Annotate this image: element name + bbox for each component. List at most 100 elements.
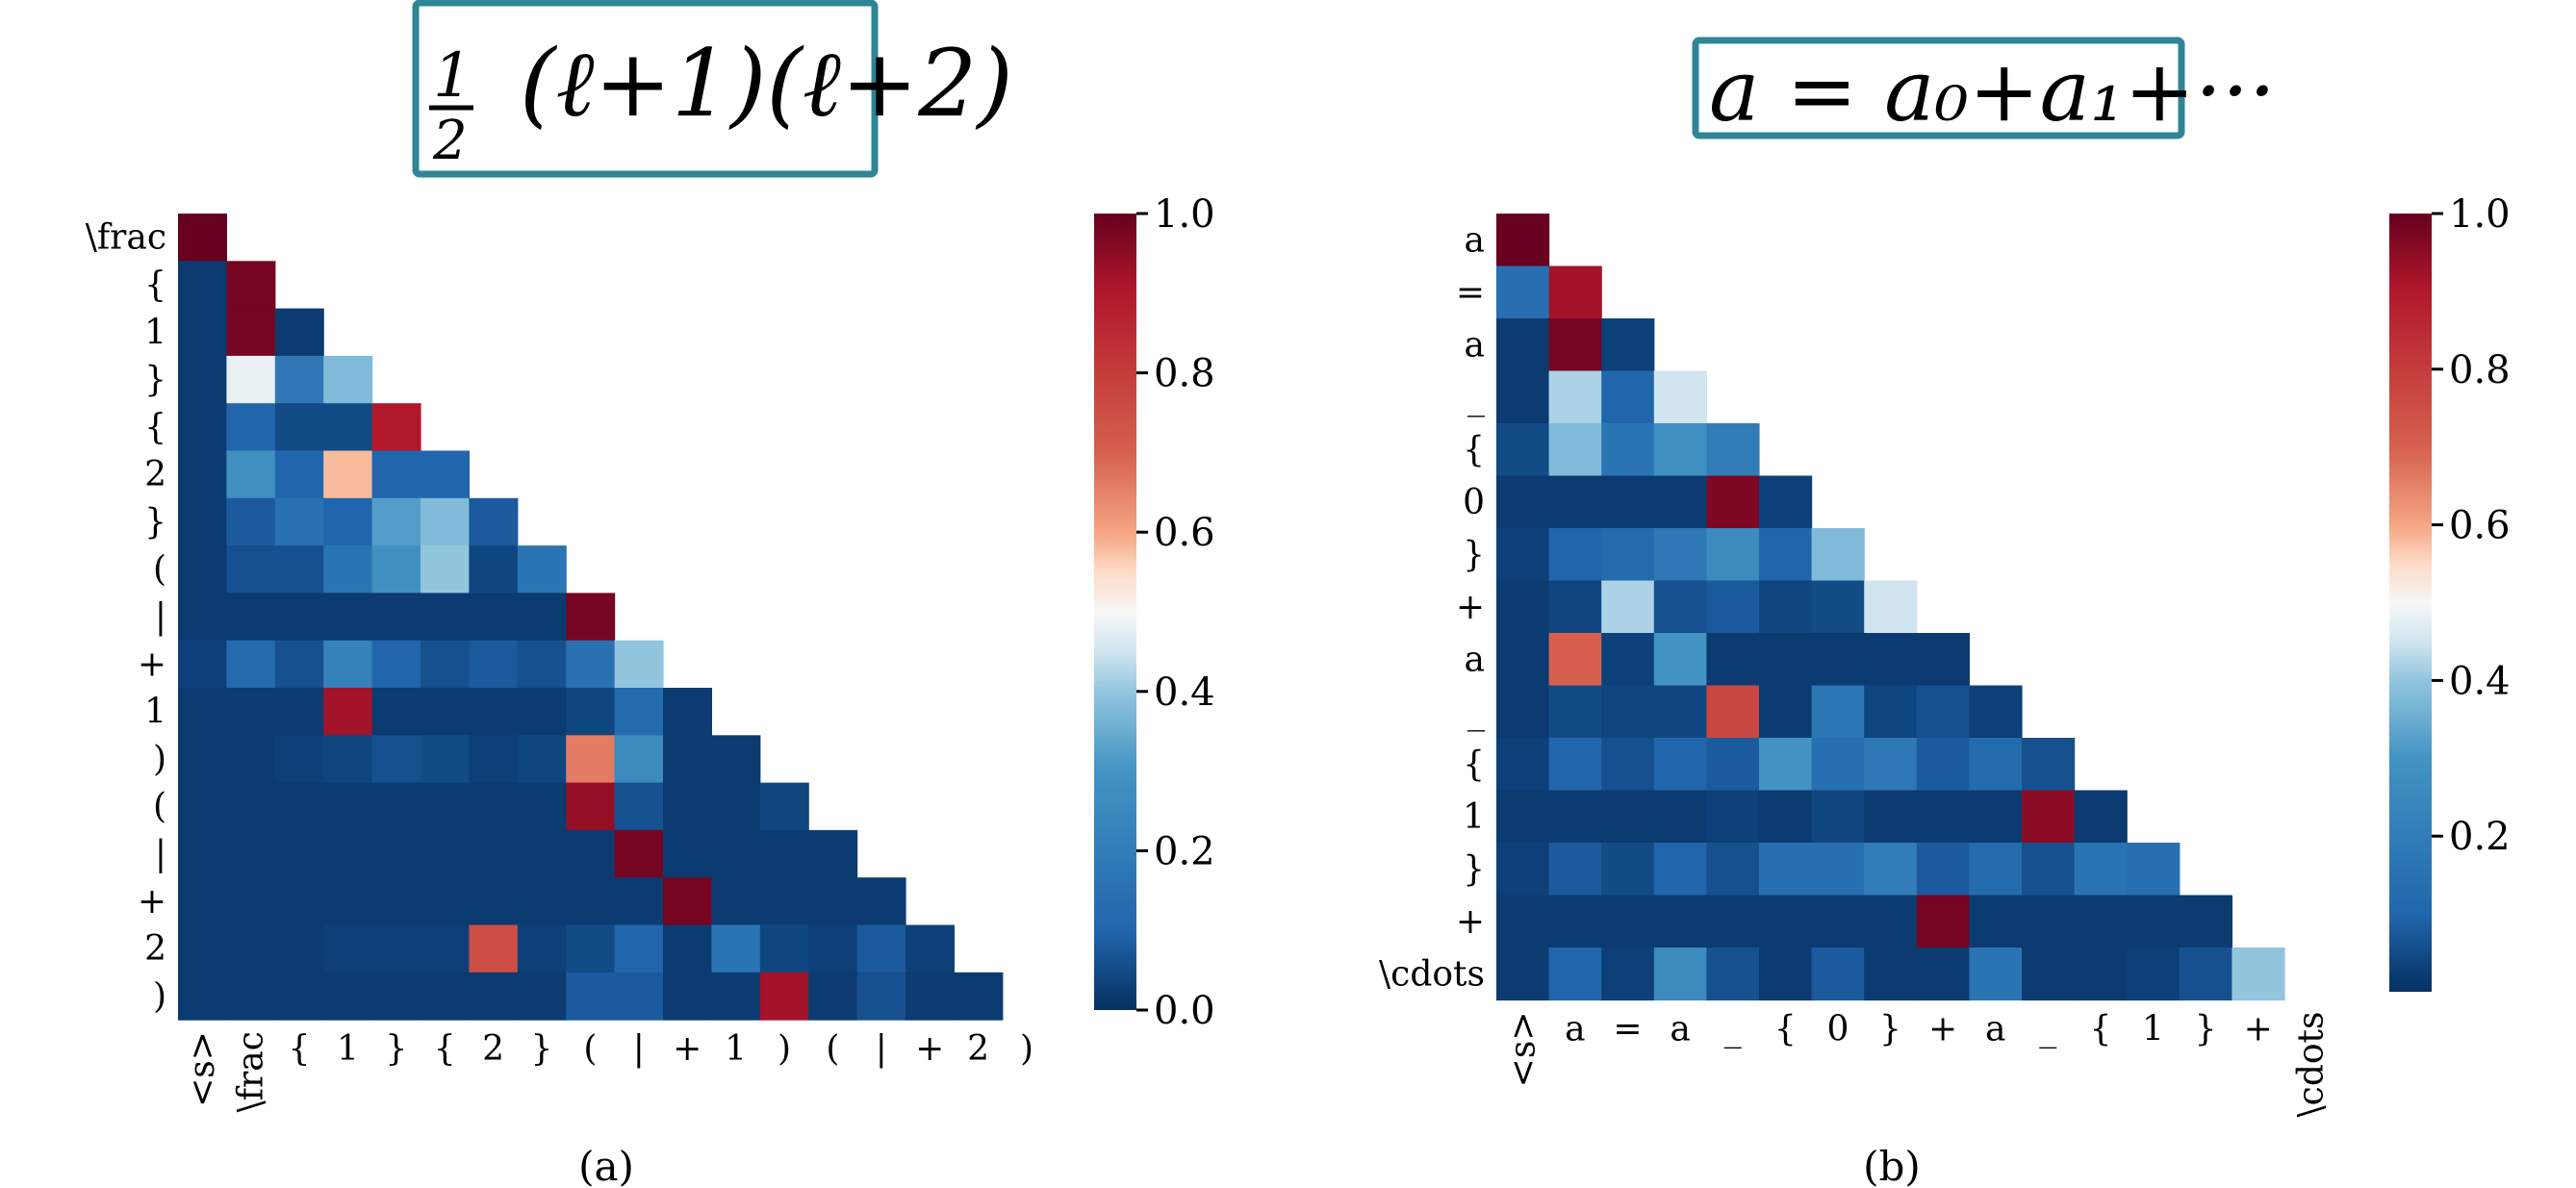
heatmap-a-cell-r11-c4 xyxy=(371,735,421,784)
heatmap-a-cell-r11-c6 xyxy=(469,735,519,784)
heatmap-b-cell-r0-c0 xyxy=(1496,214,1550,267)
heatmap-b: a = a _ {0} + a _ {1} + \cdots <s> a = a _ {0} + a _ {1} + \cd… xyxy=(1379,214,2331,1117)
heatmap-a-cell-r10-c4 xyxy=(371,688,421,736)
heatmap-a-cell-r11-c8 xyxy=(566,735,616,784)
heatmap-b-cell-r11-c1 xyxy=(1548,790,1602,844)
heatmap-b-cell-r12-c1 xyxy=(1548,843,1602,897)
heatmap-a-cell-r12-c11 xyxy=(711,782,761,831)
heatmap-a-cell-r2-c2 xyxy=(274,308,324,357)
colorbar-b-gradient xyxy=(2389,214,2432,992)
heatmap-b-cell-r14-c9 xyxy=(1969,948,2023,1001)
heatmap-a-row-label: ( xyxy=(153,787,166,826)
heatmap-a-cell-r16-c11 xyxy=(711,972,761,1021)
heatmap-b-cell-r7-c6 xyxy=(1811,580,1865,634)
heatmap-a-col-label: 1 xyxy=(725,1029,747,1069)
heatmap-b-row-label: } xyxy=(1463,535,1485,574)
heatmap-a-cell-r14-c14 xyxy=(856,877,906,926)
heatmap-a-cell-r14-c6 xyxy=(469,877,519,926)
heatmap-a-cell-r7-c5 xyxy=(421,545,470,594)
heatmap-b-cell-r14-c4 xyxy=(1706,948,1760,1001)
heatmap-a-cell-r5-c2 xyxy=(274,450,324,499)
heatmap-b-row-label: _ xyxy=(1467,378,1485,417)
heatmap-b-cell-r12-c5 xyxy=(1759,843,1813,897)
heatmap-b-cell-r14-c10 xyxy=(2022,948,2076,1001)
heatmap-a-cell-r0-c0 xyxy=(178,214,227,262)
heatmap-a-cell-r11-c1 xyxy=(226,735,276,784)
heatmap-b-cell-r13-c3 xyxy=(1653,895,1707,948)
heatmap-a-cell-r3-c2 xyxy=(274,355,324,404)
heatmap-b-cell-r5-c1 xyxy=(1548,475,1602,529)
heatmap-a-cell-r15-c13 xyxy=(808,924,858,973)
heatmap-a-cell-r15-c14 xyxy=(856,924,906,973)
heatmap-b-cell-r11-c6 xyxy=(1811,790,1865,844)
heatmap-b-cell-r12-c6 xyxy=(1811,843,1865,897)
heatmap-a-cell-r16-c3 xyxy=(323,972,373,1021)
heatmap-a-row-label: } xyxy=(144,502,166,542)
heatmap-b-row-label: { xyxy=(1463,430,1485,469)
heatmap-b-cell-r14-c3 xyxy=(1653,948,1707,1001)
heatmap-b-cell-r11-c3 xyxy=(1653,790,1707,844)
handwriting-fraction-denominator: 2 xyxy=(432,110,468,172)
heatmap-a-cell-r12-c4 xyxy=(371,782,421,831)
heatmap-a-cell-r8-c7 xyxy=(517,593,567,642)
heatmap-b-cell-r3-c1 xyxy=(1548,370,1602,424)
heatmap-b-cell-r10-c1 xyxy=(1548,738,1602,792)
heatmap-a-cell-r9-c3 xyxy=(323,640,373,689)
heatmap-b-cell-r6-c4 xyxy=(1706,528,1760,582)
heatmap-b-cell-r7-c0 xyxy=(1496,580,1550,634)
heatmap-a-col-label: + xyxy=(915,1029,944,1069)
heatmap-b-cell-r14-c8 xyxy=(1916,948,1970,1001)
heatmap-a-cell-r6-c4 xyxy=(371,497,421,546)
heatmap-b-cell-r12-c8 xyxy=(1916,843,1970,897)
heatmap-a-row-label: + xyxy=(138,882,166,922)
heatmap-a-cell-r13-c9 xyxy=(614,829,664,878)
heatmap-a-cell-r11-c9 xyxy=(614,735,664,784)
heatmap-a-cell-r7-c1 xyxy=(226,545,276,594)
heatmap-a-cell-r10-c3 xyxy=(323,688,373,736)
heatmap-b-cell-r13-c12 xyxy=(2127,895,2181,948)
heatmap-a-cell-r10-c7 xyxy=(517,688,567,736)
heatmap-b-row-label: a xyxy=(1465,325,1485,365)
heatmap-b-cell-r12-c2 xyxy=(1601,843,1655,897)
heatmap-b-cell-r11-c7 xyxy=(1864,790,1918,844)
heatmap-a-cell-r5-c4 xyxy=(371,450,421,499)
heatmap-a-cell-r13-c5 xyxy=(421,829,470,878)
colorbar-a-tick-label: 0.4 xyxy=(1154,670,1215,715)
heatmap-b-cell-r8-c7 xyxy=(1864,633,1918,687)
heatmap-a-cell-r14-c2 xyxy=(274,877,324,926)
handwriting-expression-a: (ℓ+1)(ℓ+2) xyxy=(520,30,1013,138)
heatmap-b-cell-r4-c1 xyxy=(1548,423,1602,477)
heatmap-a-cell-r13-c2 xyxy=(274,829,324,878)
heatmap-a-cell-r15-c2 xyxy=(274,924,324,973)
heatmap-b-cell-r7-c4 xyxy=(1706,580,1760,634)
heatmap-a-col-label: 2 xyxy=(967,1029,989,1069)
heatmap-a-cell-r7-c7 xyxy=(517,545,567,594)
heatmap-b-cell-r9-c5 xyxy=(1759,685,1813,739)
heatmap-a-cell-r1-c1 xyxy=(226,261,276,310)
heatmap-b-row-label: + xyxy=(1456,588,1485,627)
heatmap-a-cell-r15-c3 xyxy=(323,924,373,973)
heatmap-b-cell-r8-c5 xyxy=(1759,633,1813,687)
heatmap-a-cell-r13-c10 xyxy=(663,829,712,878)
heatmap-b-cell-r6-c6 xyxy=(1811,528,1865,582)
heatmap-a-cell-r15-c15 xyxy=(905,924,955,973)
heatmap-a-cell-r15-c0 xyxy=(178,924,227,973)
heatmap-a-cell-r11-c0 xyxy=(178,735,227,784)
heatmap-a-cell-r3-c1 xyxy=(226,355,276,404)
heatmap-a-cell-r16-c8 xyxy=(566,972,616,1021)
heatmap-b-cell-r12-c12 xyxy=(2127,843,2181,897)
heatmap-a-cell-r15-c8 xyxy=(566,924,616,973)
colorbar-a: 0.0 0.2 0.4 0.6 0.8 1.0 xyxy=(1094,192,1215,1033)
heatmap-a-cell-r11-c10 xyxy=(663,735,712,784)
heatmap-a-cell-r6-c3 xyxy=(323,497,373,546)
heatmap-b-col-label: <s> xyxy=(1503,1012,1543,1088)
heatmap-a-cell-r8-c0 xyxy=(178,593,227,642)
heatmap-a-cell-r12-c9 xyxy=(614,782,664,831)
heatmap-b-cell-r2-c2 xyxy=(1601,318,1655,372)
heatmap-b-cell-r8-c2 xyxy=(1601,633,1655,687)
heatmap-a-col-label: { xyxy=(434,1029,456,1069)
heatmap-a-row-label: 1 xyxy=(144,313,166,352)
colorbar-b-tick-label: 0.4 xyxy=(2449,659,2511,703)
heatmap-a-col-label: 2 xyxy=(482,1029,504,1069)
heatmap-a-cell-r10-c10 xyxy=(663,688,712,736)
